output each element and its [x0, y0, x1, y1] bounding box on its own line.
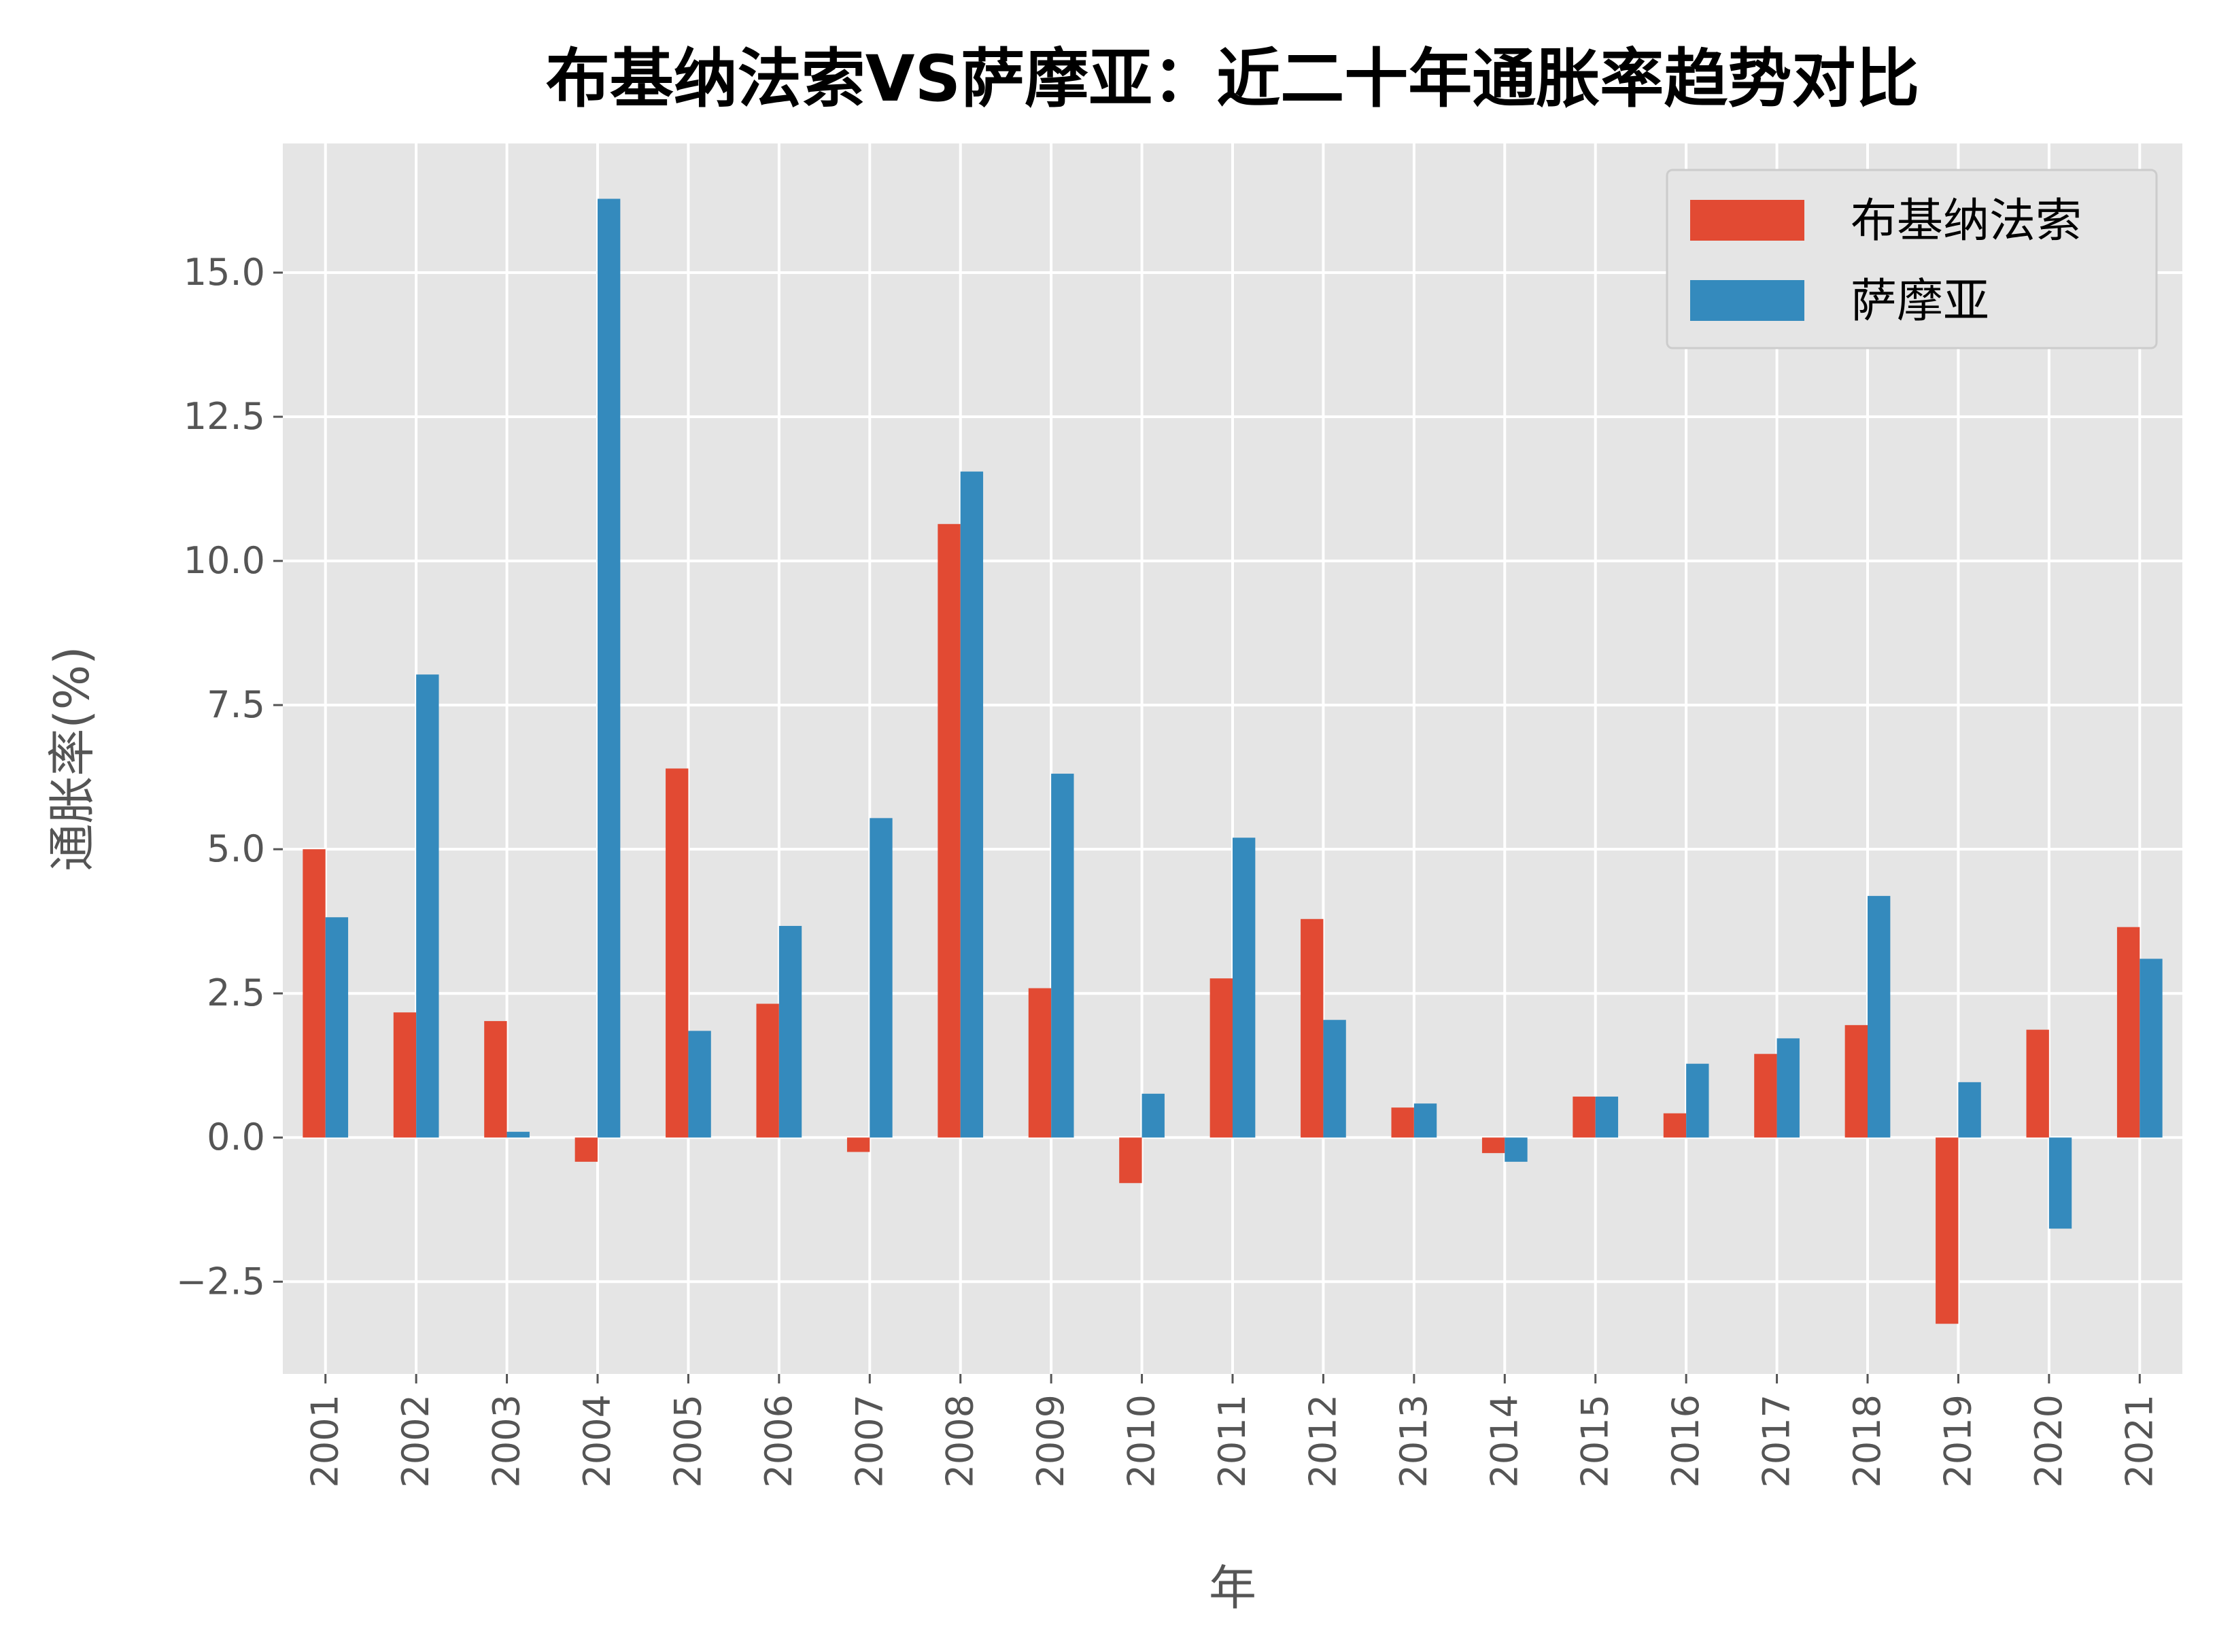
x-tick-label: 2001 — [304, 1394, 347, 1487]
x-tick-label: 2013 — [1392, 1394, 1435, 1487]
x-tick-label: 2005 — [666, 1394, 709, 1487]
bar-samoa-2010 — [1141, 1093, 1165, 1138]
x-tick-label: 2020 — [2027, 1394, 2070, 1487]
bar-burkina-faso-2001 — [303, 849, 326, 1138]
bar-samoa-2004 — [597, 199, 621, 1138]
y-tick-label: 5.0 — [207, 827, 265, 870]
bar-samoa-2001 — [325, 917, 349, 1138]
bar-samoa-2016 — [1686, 1063, 1709, 1138]
x-axis-label: 年 — [1209, 1560, 1256, 1616]
bar-burkina-faso-2014 — [1481, 1137, 1505, 1154]
bar-samoa-2002 — [416, 674, 439, 1138]
y-tick-label: 2.5 — [207, 971, 265, 1014]
bar-burkina-faso-2013 — [1391, 1107, 1414, 1138]
bar-burkina-faso-2003 — [484, 1020, 507, 1138]
x-tick-label: 2016 — [1664, 1394, 1707, 1487]
x-tick-label: 2004 — [576, 1394, 619, 1487]
x-tick-label: 2017 — [1755, 1394, 1798, 1487]
bar-burkina-faso-2015 — [1573, 1097, 1596, 1138]
legend-swatch-burkina-faso — [1690, 200, 1804, 241]
bar-burkina-faso-2020 — [2026, 1029, 2049, 1138]
x-tick-label: 2018 — [1846, 1394, 1889, 1487]
legend: 布基纳法索 萨摩亚 — [1666, 169, 2158, 349]
x-tick-label: 2011 — [1211, 1394, 1254, 1487]
x-tick-label: 2015 — [1574, 1394, 1617, 1487]
chart-title: 布基纳法索VS萨摩亚：近二十年通胀率趋势对比 — [546, 42, 1919, 116]
bar-samoa-2018 — [1868, 895, 1891, 1138]
x-tick-label: 2003 — [485, 1394, 528, 1487]
bar-samoa-2006 — [778, 925, 802, 1138]
bar-burkina-faso-2007 — [846, 1137, 870, 1152]
y-tick-label: 10.0 — [184, 539, 265, 582]
x-tick-label: 2010 — [1120, 1394, 1163, 1487]
x-tick-label: 2009 — [1029, 1394, 1072, 1487]
bar-samoa-2009 — [1051, 774, 1074, 1138]
bar-burkina-faso-2017 — [1754, 1054, 1777, 1138]
x-tick-label: 2002 — [394, 1394, 437, 1487]
x-tick-label: 2006 — [757, 1394, 800, 1487]
x-tick-label: 2014 — [1483, 1394, 1526, 1487]
y-tick-label: −2.5 — [176, 1260, 265, 1303]
bar-burkina-faso-2005 — [666, 768, 689, 1138]
bar-burkina-faso-2002 — [393, 1012, 417, 1138]
bar-samoa-2021 — [2140, 959, 2163, 1138]
x-tick-label: 2008 — [939, 1394, 982, 1487]
bar-burkina-faso-2009 — [1028, 988, 1052, 1138]
bar-burkina-faso-2012 — [1301, 918, 1324, 1138]
bar-burkina-faso-2011 — [1209, 978, 1233, 1138]
y-tick-label: 15.0 — [184, 251, 265, 294]
bar-burkina-faso-2010 — [1119, 1137, 1142, 1184]
bar-samoa-2003 — [506, 1131, 530, 1138]
y-tick-label: 0.0 — [207, 1116, 265, 1158]
bar-burkina-faso-2016 — [1663, 1113, 1687, 1138]
y-ticks: −2.5 0.0 2.5 5.0 7.5 10.0 12.5 15.0 — [176, 251, 283, 1303]
bar-burkina-faso-2019 — [1936, 1137, 1959, 1324]
x-tick-label: 2012 — [1301, 1394, 1344, 1487]
bar-samoa-2015 — [1595, 1097, 1619, 1138]
bar-samoa-2014 — [1505, 1137, 1528, 1162]
bar-burkina-faso-2018 — [1844, 1025, 1868, 1138]
x-ticks: 2001 2002 2003 2004 2005 2006 2007 2008 2009 2010… — [304, 1374, 2161, 1487]
bar-samoa-2007 — [870, 818, 893, 1138]
y-tick-label: 7.5 — [207, 683, 265, 726]
bar-burkina-faso-2008 — [938, 523, 961, 1138]
x-tick-label: 2019 — [1936, 1394, 1979, 1487]
bar-samoa-2012 — [1323, 1020, 1346, 1138]
bar-samoa-2013 — [1413, 1103, 1437, 1138]
bar-burkina-faso-2021 — [2116, 927, 2140, 1138]
bar-samoa-2020 — [2048, 1137, 2072, 1229]
legend-label-samoa: 萨摩亚 — [1851, 275, 1989, 328]
y-tick-label: 12.5 — [184, 395, 265, 438]
bar-samoa-2005 — [688, 1031, 711, 1138]
bar-samoa-2019 — [1958, 1082, 1981, 1138]
bar-burkina-faso-2006 — [756, 1003, 779, 1138]
bar-samoa-2008 — [960, 471, 984, 1138]
bar-samoa-2017 — [1776, 1038, 1800, 1138]
x-tick-label: 2021 — [2118, 1394, 2161, 1487]
y-axis-label: 通胀率(%) — [44, 646, 100, 871]
legend-swatch-samoa — [1690, 280, 1804, 321]
x-tick-label: 2007 — [848, 1394, 891, 1487]
bar-samoa-2011 — [1233, 838, 1256, 1138]
legend-label-burkina-faso: 布基纳法索 — [1851, 194, 2082, 248]
bars — [303, 199, 2163, 1324]
bar-burkina-faso-2004 — [574, 1137, 598, 1162]
